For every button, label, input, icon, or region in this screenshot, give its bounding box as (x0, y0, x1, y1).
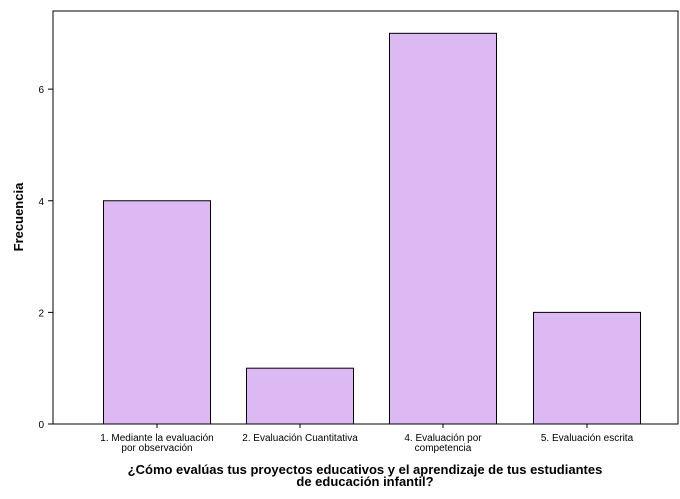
bar-4 (533, 311, 641, 425)
x-axis-title-line: de educación infantil? (296, 474, 433, 489)
y-tick-label: 2 (38, 308, 44, 319)
y-tick-label: 6 (38, 85, 44, 96)
x-axis-title: ¿Cómo evalúas tus proyectos educativos y… (128, 462, 603, 489)
bar-3 (389, 32, 497, 425)
x-axis-title-line: ¿Cómo evalúas tus proyectos educativos y… (128, 462, 603, 477)
x-category-label: por observación (121, 443, 192, 454)
y-axis: 0 2 4 6 (38, 85, 53, 431)
x-category-label: 5. Evaluación escrita (541, 433, 634, 444)
x-category-label: 1. Mediante la evaluación (100, 433, 213, 444)
y-axis-title: Frecuencia (11, 182, 26, 251)
x-category-label: 2. Evaluación Cuantitativa (242, 433, 358, 444)
bar-1 (103, 200, 211, 425)
x-category-label: competencia (415, 443, 472, 454)
bars-group (103, 32, 641, 425)
y-tick-label: 4 (38, 197, 44, 208)
bar-2 (246, 367, 354, 425)
x-category-label: 4. Evaluación por (404, 433, 482, 444)
y-tick-label: 0 (38, 420, 44, 431)
